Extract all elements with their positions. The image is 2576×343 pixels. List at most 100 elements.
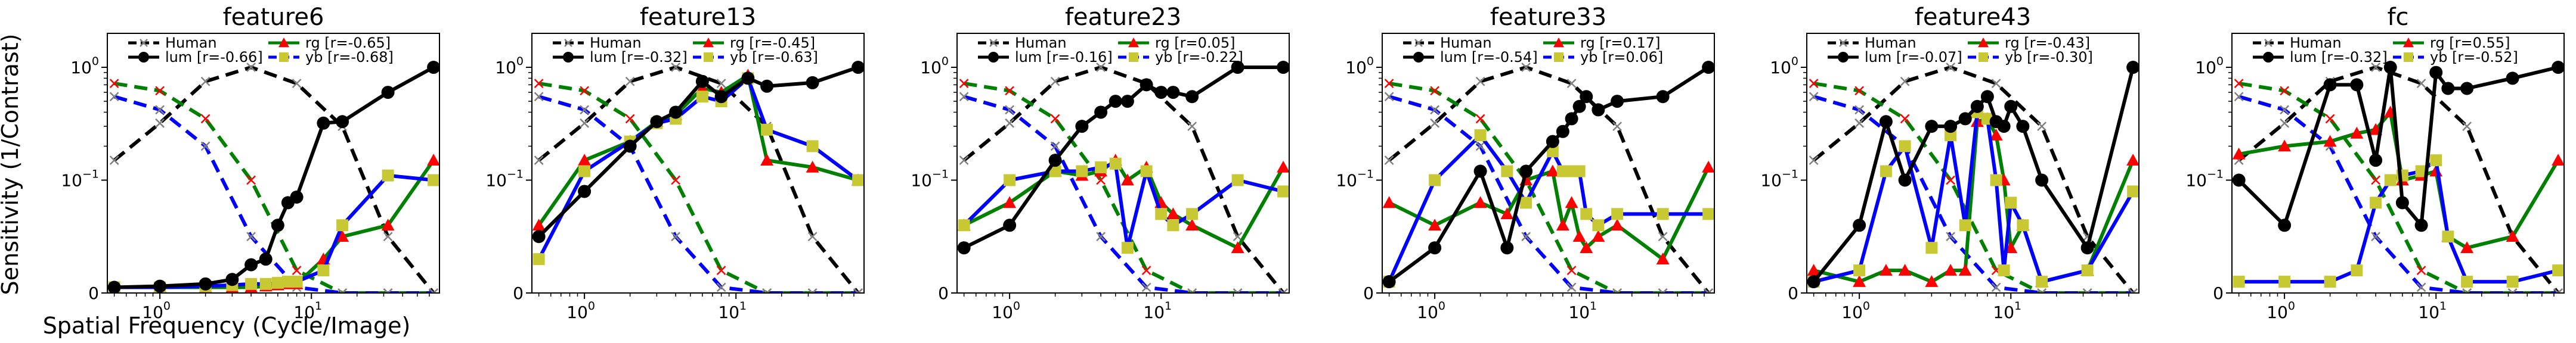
rg-marker bbox=[1944, 264, 1958, 276]
human-rg-marker bbox=[580, 86, 590, 96]
lum-marker bbox=[107, 280, 121, 293]
legend-rg-marker bbox=[2403, 38, 2414, 48]
yb-marker bbox=[2127, 185, 2139, 198]
plot-area bbox=[957, 61, 1289, 293]
yb-marker bbox=[1990, 174, 2002, 186]
x-tick-exponent: 1 bbox=[315, 300, 322, 313]
lum-marker bbox=[957, 241, 971, 255]
legend-rg-marker bbox=[1978, 38, 1989, 48]
lum-marker bbox=[1473, 164, 1487, 178]
human-rg-curve bbox=[2238, 82, 2559, 293]
y-tick-exponent: 0 bbox=[92, 55, 99, 68]
human-yb-marker bbox=[200, 141, 210, 151]
lum-marker bbox=[1185, 90, 1199, 104]
yb-marker bbox=[2278, 276, 2291, 288]
x-tick-label: 101 bbox=[718, 300, 747, 322]
rg-marker bbox=[1556, 219, 1569, 231]
rg-marker bbox=[1989, 129, 2003, 141]
y-tick-label: 0 bbox=[2213, 283, 2224, 303]
human-rg-marker bbox=[1384, 79, 1394, 88]
legend-yb-marker bbox=[1554, 52, 1563, 62]
yb-marker bbox=[1853, 264, 1866, 277]
rg-marker bbox=[1003, 196, 1017, 208]
lum-marker bbox=[2395, 196, 2409, 210]
human-lum-marker bbox=[1612, 121, 1623, 131]
yb-marker bbox=[259, 277, 272, 290]
legend-yb-label: yb [r=-0.63] bbox=[730, 49, 818, 66]
rg-marker bbox=[1277, 160, 1289, 173]
lum-marker bbox=[1519, 164, 1533, 178]
lum-marker bbox=[1925, 120, 1939, 133]
lum-marker bbox=[1807, 275, 1820, 289]
y-tick-exponent: −1 bbox=[82, 168, 99, 181]
legend-human-marker bbox=[1839, 39, 1847, 47]
yb-marker bbox=[532, 253, 545, 266]
yb-marker bbox=[1004, 174, 1016, 186]
yb-marker bbox=[2081, 264, 2094, 277]
yb-marker bbox=[1429, 174, 1441, 186]
chart-title: feature23 bbox=[1065, 4, 1181, 31]
lum-marker bbox=[290, 190, 304, 204]
lum-marker bbox=[1075, 120, 1089, 133]
lum-marker bbox=[2080, 241, 2094, 255]
human-yb-marker bbox=[1005, 105, 1015, 115]
legend-yb-marker bbox=[2404, 52, 2413, 62]
human-rg-curve bbox=[964, 82, 1284, 293]
legend-rg-label: rg [r=0.55] bbox=[2430, 35, 2510, 51]
lum-marker bbox=[1958, 112, 1972, 126]
human-yb-marker bbox=[246, 232, 256, 242]
plot-area bbox=[532, 61, 864, 293]
legend-yb-label: yb [r=-0.68] bbox=[305, 49, 394, 66]
human-lum-marker bbox=[1475, 76, 1485, 86]
lum-marker bbox=[2506, 71, 2519, 85]
rg-marker bbox=[1925, 275, 1939, 287]
human-rg-marker bbox=[1141, 266, 1151, 275]
chart-title: feature13 bbox=[640, 4, 756, 31]
x-tick-exponent: 1 bbox=[739, 300, 747, 313]
human-yb-marker bbox=[762, 288, 772, 293]
y-tick-exponent: −1 bbox=[2207, 168, 2224, 181]
human-rg-marker bbox=[292, 266, 302, 275]
rg-marker bbox=[1231, 241, 1244, 254]
chart-title: fc bbox=[2387, 4, 2408, 31]
lum-marker bbox=[1428, 241, 1442, 255]
human-yb-marker bbox=[1704, 288, 1713, 293]
x-axis-label: Spatial Frequency (Cycle/Image) bbox=[43, 313, 411, 339]
y-tick-exponent: −1 bbox=[1357, 168, 1374, 181]
y-tick-exponent: 0 bbox=[1367, 55, 1374, 68]
human-rg-marker bbox=[2234, 79, 2244, 88]
human-rg-curve bbox=[1389, 82, 1709, 293]
yb-marker bbox=[1121, 242, 1134, 254]
human-rg-marker bbox=[2371, 175, 2381, 185]
rg-marker bbox=[578, 154, 592, 166]
x-tick-exponent: 1 bbox=[1165, 300, 1172, 313]
lum-marker bbox=[1997, 120, 2011, 133]
axes-frame bbox=[1806, 33, 2140, 294]
legend-rg-marker bbox=[1553, 38, 1564, 48]
lum-marker bbox=[1970, 99, 1984, 113]
legend-lum-marker bbox=[138, 52, 149, 63]
human-lum-marker bbox=[200, 76, 210, 86]
lum-marker bbox=[1140, 78, 1153, 92]
y-tick-label: 0 bbox=[513, 283, 524, 303]
human-lum-marker bbox=[109, 155, 119, 166]
lum-marker bbox=[852, 61, 864, 74]
rg-marker bbox=[336, 230, 349, 242]
legend-yb-marker bbox=[704, 52, 713, 62]
lum-marker bbox=[2414, 219, 2428, 232]
human-lum-marker bbox=[1854, 118, 1865, 128]
lum-marker bbox=[2278, 219, 2292, 232]
legend-yb-label: yb [r=0.06] bbox=[1580, 49, 1663, 66]
legend-human-label: Human bbox=[2290, 35, 2342, 51]
human-lum-marker bbox=[1900, 76, 1910, 86]
rg-marker bbox=[1166, 207, 1180, 220]
human-yb-marker bbox=[959, 92, 969, 102]
y-tick-label: 100 bbox=[495, 55, 524, 77]
human-lum-marker bbox=[534, 155, 544, 166]
y-tick-label: 0 bbox=[938, 283, 949, 303]
human-lum-marker bbox=[246, 63, 256, 72]
human-yb-marker bbox=[1946, 232, 1956, 242]
lum-marker bbox=[760, 79, 774, 93]
